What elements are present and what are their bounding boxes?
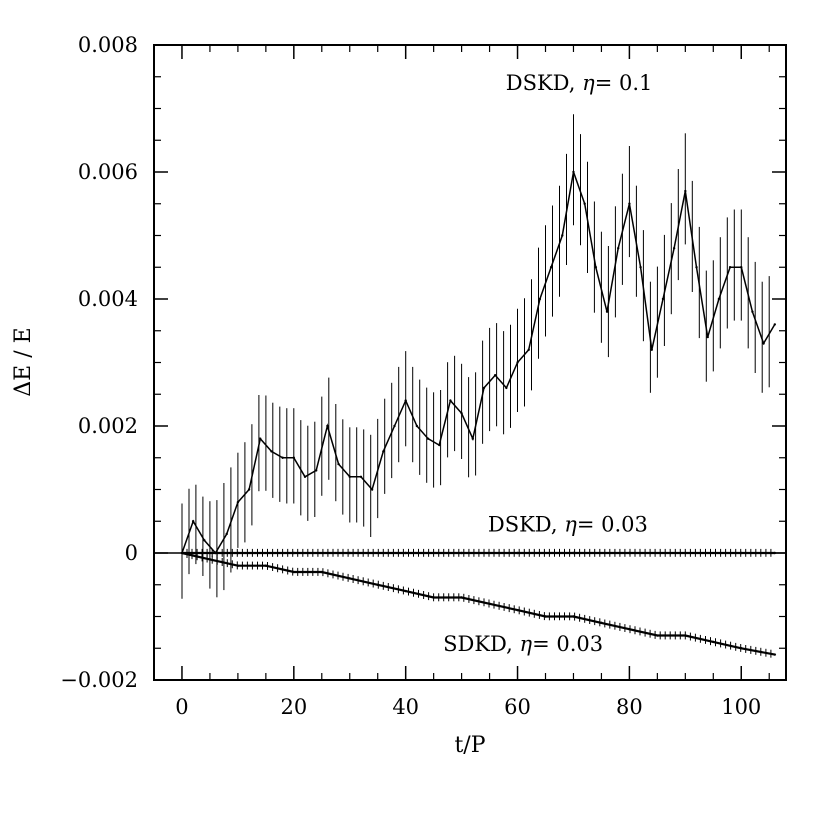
y-tick-label: 0.002 [78, 414, 138, 438]
data-point [773, 653, 777, 656]
data-point [259, 437, 262, 440]
data-point [370, 488, 374, 491]
data-point [191, 520, 195, 523]
data-point [208, 558, 212, 561]
data-point [712, 640, 715, 644]
data-point [605, 310, 609, 313]
data-point [404, 551, 407, 555]
eta-symbol: η [582, 71, 595, 95]
data-point [348, 551, 351, 555]
data-point [449, 399, 452, 402]
data-point [695, 266, 698, 269]
x-tick-label: 60 [504, 695, 531, 719]
eta-symbol: η [564, 512, 577, 536]
data-point [359, 475, 363, 478]
series-0 [180, 114, 777, 599]
data-point [773, 323, 777, 326]
data-point [404, 589, 407, 593]
data-point [762, 342, 765, 345]
tick-labels: 0 20 40 60 80 100 −0.002 0 0.002 0.004 0.006 0.008 [60, 33, 761, 719]
data-point [292, 570, 296, 574]
series-2 [180, 548, 777, 658]
data-point [382, 450, 385, 453]
data-point [728, 266, 732, 269]
data-point [493, 374, 497, 377]
eta-symbol: η [519, 632, 532, 656]
data-point [527, 348, 530, 351]
data-point [639, 266, 642, 269]
data-point [247, 488, 251, 491]
data-point [264, 564, 268, 567]
y-tick-label: 0.004 [78, 287, 138, 311]
data-point [314, 469, 318, 472]
y-tick-label: 0 [125, 541, 138, 565]
data-point [348, 577, 351, 580]
x-tick-label: 40 [392, 695, 419, 719]
data-point [337, 462, 340, 466]
x-tick-label: 100 [721, 695, 761, 719]
data-point [320, 570, 323, 574]
data-point [270, 450, 273, 453]
series-label-name: DSKD, [488, 512, 564, 536]
data-point [656, 634, 659, 637]
axis-ticks [154, 44, 786, 681]
data-point [225, 532, 228, 536]
x-tick-label: 80 [616, 695, 643, 719]
series-label-0: DSKD, η= 0.1 [506, 71, 653, 95]
y-tick-label: 0.006 [78, 160, 138, 184]
data-point [706, 335, 709, 339]
data-point [281, 456, 284, 459]
data-point [717, 297, 721, 301]
y-tick-label: −0.002 [60, 668, 138, 692]
data-point [516, 551, 519, 555]
series-line-2 [181, 551, 776, 656]
data-point [460, 596, 463, 599]
data-point [426, 437, 430, 440]
data-point [303, 475, 307, 478]
data-point [561, 234, 564, 237]
data-point [471, 437, 474, 440]
data-point [594, 266, 598, 269]
data-point [672, 247, 676, 250]
data-point [572, 551, 575, 555]
data-point [326, 424, 329, 428]
data-point [393, 424, 396, 428]
data-point [583, 202, 586, 205]
x-tick-label: 20 [280, 695, 307, 719]
series-label-value: = 0.03 [577, 512, 648, 536]
data-point [544, 615, 547, 618]
data-point [572, 615, 575, 618]
series-label-name: SDKD, [443, 632, 519, 656]
data-point [482, 386, 486, 390]
data-point [203, 539, 206, 542]
data-point [438, 443, 441, 447]
data-point [661, 297, 665, 301]
data-point [751, 310, 754, 313]
series-label-value: = 0.03 [532, 632, 603, 656]
data-point [549, 266, 553, 269]
plot-content [154, 114, 786, 658]
data-point [415, 424, 419, 428]
data-point [505, 386, 508, 390]
series-1 [180, 548, 777, 557]
data-point [460, 551, 463, 555]
data-point [617, 247, 620, 250]
series-label-name: DSKD, [506, 71, 582, 95]
series-label-2: SDKD, η= 0.03 [443, 632, 603, 656]
data-point [600, 621, 603, 625]
data-point [516, 608, 519, 612]
y-axis-label: ΔE / E [11, 327, 36, 396]
series-label-1: DSKD, η= 0.03 [488, 512, 648, 536]
data-point [650, 348, 653, 351]
data-point [538, 297, 542, 301]
data-point [292, 551, 296, 555]
x-axis-label: t/P [454, 733, 485, 758]
series-line-0 [181, 169, 776, 555]
x-tick-label: 0 [175, 695, 188, 719]
series-label-value: = 0.1 [595, 71, 653, 95]
y-tick-label: 0.008 [78, 33, 138, 57]
